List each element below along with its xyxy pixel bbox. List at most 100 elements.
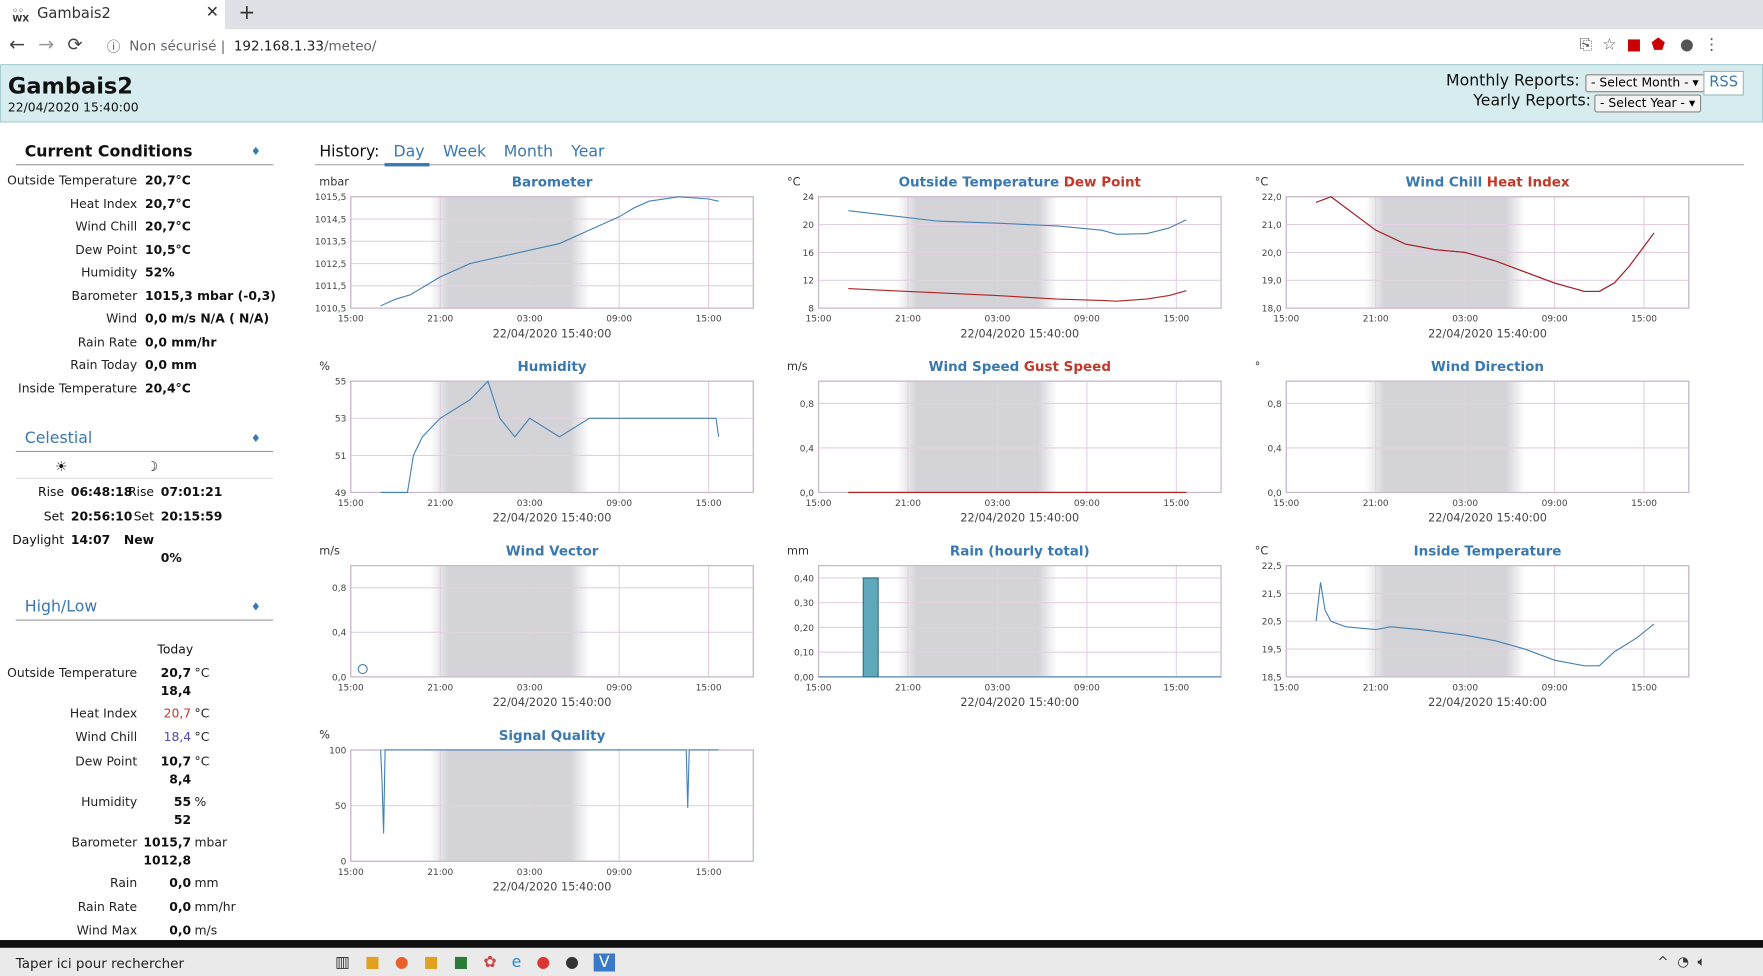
y-tick-label: 1012,5 xyxy=(315,260,346,270)
highlow-label: Wind Chill xyxy=(75,730,138,745)
current-title-toggle[interactable]: ♦ xyxy=(250,146,261,159)
highlow-low: 8,4 xyxy=(169,772,192,787)
y-tick-label: 53 xyxy=(335,415,346,425)
reload[interactable]: ⟳ xyxy=(67,33,83,56)
rss-button[interactable]: RSS xyxy=(1703,70,1744,96)
taskbar-icons[interactable]: ▥ ■ ● ■ ■ ✿ e ● ● V xyxy=(335,953,615,972)
chart: mm Rain (hourly total) 0,00 0,10 0,20 0,30 0,4… xyxy=(787,543,1222,709)
chart-date: 22/04/2020 15:40:00 xyxy=(960,327,1079,340)
tab[interactable]: ◦◦ WX Gambais2 ✕ xyxy=(0,0,225,30)
x-tick-label: 21:00 xyxy=(427,315,453,325)
y-tick-label: 50 xyxy=(335,802,347,812)
screen-edge xyxy=(0,940,1763,948)
highlow-high: 55 xyxy=(173,794,192,810)
y-tick-label: 18,0 xyxy=(1262,304,1282,314)
x-tick-label: 21:00 xyxy=(427,499,453,509)
chart: ° Wind Direction 0,0 0,4 0,8 15:00 21:00 03:00 0… xyxy=(1255,359,1690,525)
x-tick-label: 15:00 xyxy=(1163,315,1189,325)
series-line xyxy=(848,288,1187,302)
y-tick-label: 20,0 xyxy=(1262,249,1282,259)
highlow-unit: °C xyxy=(194,706,210,721)
celestial-title-rule xyxy=(15,450,274,453)
chart-title: Barometer xyxy=(512,175,593,191)
tab-title: Gambais2 xyxy=(37,5,111,23)
info-icon[interactable]: ⓘ xyxy=(106,39,121,56)
x-tick-label: 15:00 xyxy=(1631,683,1657,693)
chart: °C Inside Temperature 18,5 19,5 20,5 21,5 22,5… xyxy=(1255,543,1690,709)
celestial-title-toggle[interactable]: ♦ xyxy=(250,432,261,446)
highlow-title: High/Low xyxy=(24,598,98,617)
x-tick-label: 09:00 xyxy=(1542,315,1568,325)
title-series: Dew Point xyxy=(1064,175,1142,191)
plot-border xyxy=(350,565,754,678)
x-tick-label: 15:00 xyxy=(696,683,722,693)
history-tab[interactable]: Year xyxy=(571,142,605,161)
condition-label: Humidity xyxy=(81,265,138,280)
y-tick-label: 0,4 xyxy=(1267,444,1282,454)
current-title: Current Conditions xyxy=(24,142,193,161)
title-series: Inside Temperature xyxy=(1414,543,1562,559)
y-tick-label: 19,5 xyxy=(1262,645,1282,655)
y-tick-label: 51 xyxy=(335,452,346,462)
favicon: ◦◦ WX xyxy=(12,5,30,24)
x-tick-label: 15:00 xyxy=(1163,683,1189,693)
y-tick-label: 18,5 xyxy=(1262,673,1282,683)
y-tick-label: 1010,5 xyxy=(315,304,346,314)
highlow-unit: °C xyxy=(194,730,210,745)
unit-label: mbar xyxy=(319,176,349,189)
search-box[interactable]: Taper ici pour rechercher xyxy=(15,955,185,972)
y-tick-label: 0,0 xyxy=(800,489,815,499)
night-shade xyxy=(429,381,590,493)
month-select[interactable]: - Select Month - ▾ xyxy=(1585,74,1705,93)
y-tick-label: 20 xyxy=(803,221,815,231)
highlow-label: Rain xyxy=(109,875,138,891)
condition-value: 52% xyxy=(145,265,175,280)
celestial-label: Daylight xyxy=(12,532,65,548)
chart: m/s Wind Speed Gust Speed 0,0 0,4 0,8 15:00 21:… xyxy=(787,359,1222,525)
year-select[interactable]: - Select Year - ▾ xyxy=(1594,94,1701,113)
active-tab-underline xyxy=(384,163,430,167)
tab-close[interactable]: ✕ xyxy=(205,3,219,22)
chart-title: Signal Quality xyxy=(499,728,606,744)
chart-date: 22/04/2020 15:40:00 xyxy=(1428,696,1547,709)
y-tick-label: 0 xyxy=(341,858,347,868)
history-tab[interactable]: Week xyxy=(442,142,487,161)
back[interactable]: ← xyxy=(8,33,26,57)
url[interactable]: Non sécurisé | 192.168.1.33/meteo/ xyxy=(129,38,377,54)
chart-title: Humidity xyxy=(518,359,587,375)
y-tick-label: 0,30 xyxy=(794,599,814,609)
plot-border xyxy=(350,196,754,309)
highlow-unit: mbar xyxy=(194,834,228,850)
yearly-label: Yearly Reports: xyxy=(1473,92,1591,111)
condition-label: Heat Index xyxy=(69,196,138,211)
title-series: Gust Speed xyxy=(1024,359,1111,375)
celestial-value: 14:07 xyxy=(70,532,111,548)
x-tick-label: 03:00 xyxy=(1452,683,1478,693)
celestial-value: 20:15:59 xyxy=(160,508,223,524)
y-tick-label: 49 xyxy=(335,489,347,499)
x-tick-label: 03:00 xyxy=(1452,315,1478,325)
x-tick-label: 15:00 xyxy=(806,499,832,509)
forward[interactable]: → xyxy=(38,33,55,57)
title-series: Wind Speed xyxy=(929,359,1020,375)
highlow-title-toggle[interactable]: ♦ xyxy=(250,601,261,614)
chart: % Humidity 49 51 53 55 15:00 21:00 03:00 09:00 15:… xyxy=(319,359,754,525)
new-tab[interactable]: + xyxy=(238,1,256,25)
y-tick-label: 8 xyxy=(808,304,814,314)
plot-border xyxy=(1285,565,1690,678)
toolbar-icons[interactable]: ⎘ ☆ ■ ⬟ ● ⋮ xyxy=(1579,35,1720,54)
y-tick-label: 12 xyxy=(803,277,814,287)
history-tab[interactable]: Day xyxy=(393,142,425,161)
title-series: Outside Temperature xyxy=(899,175,1060,191)
y-tick-label: 0,20 xyxy=(794,624,814,634)
y-tick-label: 19,0 xyxy=(1262,277,1282,287)
x-tick-label: 21:00 xyxy=(1363,499,1389,509)
title-series: Heat Index xyxy=(1487,175,1570,191)
highlow-high: 0,0 xyxy=(169,899,192,915)
y-tick-label: 0,8 xyxy=(1267,400,1282,410)
x-tick-label: 21:00 xyxy=(1363,315,1389,325)
chart-date: 22/04/2020 15:40:00 xyxy=(493,327,612,340)
chart-title: Wind Speed Gust Speed xyxy=(929,359,1111,375)
history-tab[interactable]: Month xyxy=(503,142,554,161)
address-bar: ← → ⟳ ⓘ Non sécurisé | 192.168.1.33/mete… xyxy=(0,29,1763,66)
